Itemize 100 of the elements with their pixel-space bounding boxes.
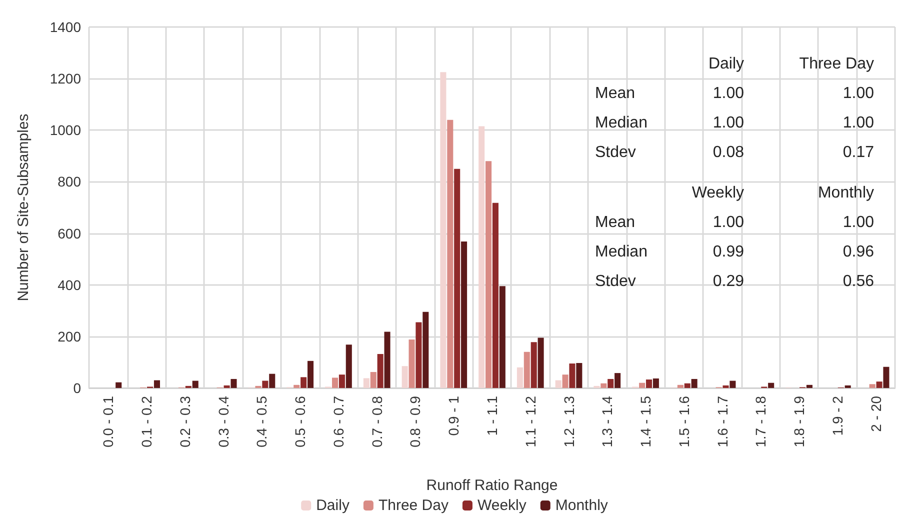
bar (486, 161, 492, 388)
bar (307, 360, 314, 388)
bar (677, 384, 684, 388)
bar (440, 72, 446, 388)
annotation: 0.96 (842, 244, 874, 260)
bar (600, 383, 607, 388)
annotation: Stdev (595, 273, 636, 290)
bar (332, 378, 338, 388)
annotation: 1.00 (712, 85, 744, 102)
annotation: 0.08 (712, 144, 744, 161)
bar (478, 126, 485, 388)
bar (224, 385, 230, 388)
legend-label: Three Day (378, 497, 449, 514)
x-tick-label: 1.3 - 1.4 (599, 396, 616, 448)
bar (338, 374, 345, 388)
bar (402, 366, 408, 388)
bar (844, 385, 851, 388)
annotation: Monthly (818, 184, 874, 202)
bar (408, 340, 415, 388)
x-tick-label: 2 - 20 (868, 396, 884, 432)
x-tick-label: 1.7 - 1.8 (752, 396, 769, 448)
annotation: 0.17 (842, 144, 874, 161)
bar (730, 380, 736, 388)
y-tick-label: 600 (58, 225, 82, 242)
bar (416, 322, 422, 388)
annotation: 1.00 (842, 85, 874, 102)
annotation: 0.56 (842, 273, 874, 290)
bar (461, 242, 468, 388)
x-tick-label: 0.5 - 0.6 (292, 396, 308, 448)
annotation: Stdev (595, 144, 636, 161)
bar (492, 202, 498, 388)
bar (652, 378, 659, 388)
x-tick-label: 1.1 - 1.2 (522, 396, 538, 448)
y-tick-label: 1400 (50, 19, 82, 35)
x-tick-label: 0.1 - 0.2 (138, 396, 155, 448)
bar (269, 374, 276, 388)
bar (294, 384, 300, 388)
x-tick-label: 0.3 - 0.4 (215, 396, 232, 448)
y-axis-title: Number of Site-Subsamples (15, 114, 32, 302)
bar (300, 377, 307, 388)
bar (569, 364, 576, 388)
x-tick-label: 1.8 - 1.9 (791, 396, 808, 448)
x-tick-label: 0.0 - 0.1 (100, 396, 116, 448)
bar (614, 373, 621, 388)
bar (530, 342, 537, 388)
bar (639, 382, 646, 388)
annotation: Median (595, 244, 648, 260)
x-tick-label: 0.4 - 0.5 (254, 396, 270, 448)
annotation: 1.00 (712, 114, 744, 132)
x-axis-title: Runoff Ratio Range (426, 477, 558, 494)
bar (806, 384, 812, 388)
bar (192, 380, 198, 388)
bar (262, 380, 268, 388)
bar (377, 354, 384, 388)
bar (684, 383, 690, 388)
x-tick-label: 0.8 - 0.9 (407, 396, 424, 448)
bar (608, 378, 614, 388)
annotation: Three Day (799, 56, 874, 72)
x-tick-label: 1.4 - 1.5 (638, 396, 654, 448)
annotation: 0.29 (712, 273, 744, 290)
bar (346, 344, 352, 388)
y-tick-label: 400 (58, 276, 82, 293)
bar (562, 374, 568, 388)
annotation: Daily (708, 56, 744, 72)
annotation: Median (595, 114, 648, 132)
annotation: 1.00 (842, 114, 874, 132)
bar (516, 367, 523, 388)
bar (646, 379, 652, 388)
y-tick-label: 1200 (50, 70, 82, 87)
legend-label: Monthly (555, 497, 608, 514)
legend-label: Weekly (477, 497, 527, 514)
y-tick-label: 800 (58, 174, 82, 190)
bar (722, 385, 729, 388)
x-tick-label: 0.9 - 1 (446, 396, 462, 436)
bar (454, 168, 460, 388)
bar (370, 372, 376, 388)
bar (422, 312, 429, 388)
bar (538, 338, 544, 388)
bar (691, 378, 698, 388)
annotation: 0.99 (712, 244, 744, 260)
x-tick-label: 0.2 - 0.3 (176, 396, 193, 448)
bar (876, 382, 882, 388)
bar (447, 120, 454, 388)
bar (363, 378, 370, 388)
bar (116, 382, 122, 388)
annotation: 1.00 (842, 214, 874, 231)
y-tick-label: 1000 (50, 122, 82, 138)
bar (230, 378, 237, 388)
x-tick-label: 1.6 - 1.7 (714, 396, 730, 448)
annotation: 1.00 (712, 214, 744, 231)
x-tick-label: 1 - 1.1 (484, 396, 500, 436)
annotation: Mean (595, 85, 636, 102)
bar (768, 382, 774, 388)
bar (883, 366, 890, 388)
bar (384, 332, 390, 388)
legend-label: Daily (316, 497, 350, 514)
annotation: Weekly (692, 184, 744, 202)
x-tick-label: 1.5 - 1.6 (676, 396, 692, 448)
y-tick-label: 0 (73, 380, 82, 396)
annotation: Mean (595, 214, 636, 231)
